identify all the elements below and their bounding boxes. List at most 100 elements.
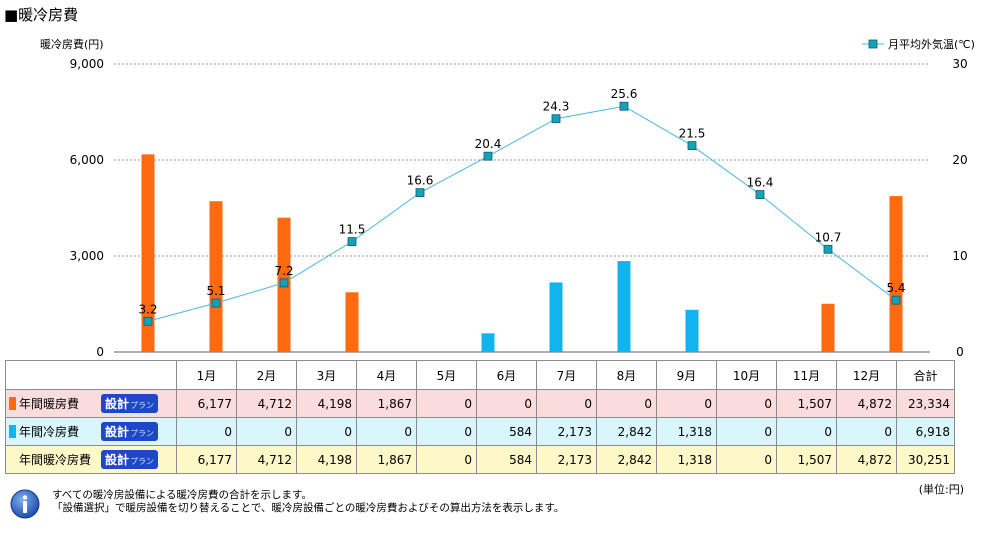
temperature-label: 10.7 xyxy=(815,230,842,244)
y-tick-label: 6,000 xyxy=(70,153,104,167)
page-title: ■暖冷房費 xyxy=(4,6,79,24)
temperature-label: 16.6 xyxy=(407,174,434,188)
table-cell: 0 xyxy=(656,389,717,418)
y-tick-label: 3,000 xyxy=(70,249,104,263)
column-header: 5月 xyxy=(416,360,477,390)
table-cell: 1,867 xyxy=(356,389,417,418)
y2-tick-label: 20 xyxy=(952,153,967,167)
table-cell: 1,318 xyxy=(656,445,717,474)
y2-tick-label: 30 xyxy=(952,57,967,71)
temperature-label: 20.4 xyxy=(475,137,502,151)
temperature-label: 5.1 xyxy=(206,284,225,298)
temperature-point xyxy=(483,151,493,161)
column-header: 8月 xyxy=(596,360,657,390)
table-cell: 0 xyxy=(716,417,777,446)
bar xyxy=(549,282,563,352)
note-line: 「設備選択」で暖房設備を切り替えることで、暖冷房設備ごとの暖冷房費およびその算出… xyxy=(52,502,565,514)
table-cell: 4,198 xyxy=(296,389,357,418)
table-cell: 0 xyxy=(716,445,777,474)
temperature-label: 3.2 xyxy=(138,302,157,316)
row-label-cell: 年間暖房費 設計プラン xyxy=(5,389,177,418)
plan-button[interactable]: 設計プラン xyxy=(101,422,159,441)
bar xyxy=(345,292,359,352)
bar xyxy=(209,201,223,352)
temperature-point xyxy=(551,114,561,124)
chart: 9,000 30 6,000 20 3,000 10 0 0 3.2 5.1 7.2 11.5 16.6… xyxy=(70,57,968,359)
table-cell: 6,177 xyxy=(176,445,237,474)
column-header: 10月 xyxy=(716,360,777,390)
temperature-line xyxy=(147,105,897,322)
row-label: 年間暖房費 xyxy=(19,397,80,411)
temperature-point xyxy=(755,190,765,199)
bar xyxy=(141,154,155,352)
table-cell: 2,842 xyxy=(596,417,657,446)
table-cell: 584 xyxy=(476,445,537,474)
column-header: 11月 xyxy=(776,360,837,390)
plan-button[interactable]: 設計プラン xyxy=(101,394,159,413)
column-header: 4月 xyxy=(356,360,417,390)
table-cell: 4,872 xyxy=(836,445,897,474)
temperature-label: 11.5 xyxy=(339,223,366,237)
table-cell: 4,712 xyxy=(236,445,297,474)
table-cell: 0 xyxy=(356,417,417,446)
table-cell: 4,712 xyxy=(236,389,297,418)
temperature-point xyxy=(823,244,833,254)
notes: すべての暖冷房設備による暖冷房費の合計を示します。 「設備選択」で暖房設備を切り… xyxy=(52,489,564,515)
row-label: 年間暖冷房費 xyxy=(19,453,92,467)
temperature-label: 5.4 xyxy=(886,281,905,295)
table-cell: 2,173 xyxy=(536,417,597,446)
row-label: 年間冷房費 xyxy=(19,425,80,439)
temperature-point xyxy=(687,141,697,151)
y-tick-label: 0 xyxy=(96,345,104,359)
table-cell: 0 xyxy=(596,389,657,418)
table-cell: 1,318 xyxy=(656,417,717,446)
table-cell: 23,334 xyxy=(896,389,955,418)
table-cell: 0 xyxy=(536,389,597,418)
table-cell: 0 xyxy=(296,417,357,446)
y2-tick-label: 0 xyxy=(956,345,964,359)
plan-button[interactable]: 設計プラン xyxy=(101,450,159,469)
temperature-point xyxy=(279,278,289,288)
table-header-row: 1月 2月 3月 4月 5月 6月 7月 8月 9月 10月 11月 12月 合計 xyxy=(5,360,955,390)
table-cell: 0 xyxy=(416,389,477,418)
temperature-label: 25.6 xyxy=(611,87,638,101)
series-swatch xyxy=(9,397,16,410)
table-cell: 0 xyxy=(416,417,477,446)
legend-label: 月平均外気温(℃) xyxy=(888,38,975,51)
bar xyxy=(617,261,631,352)
table-cell: 0 xyxy=(836,417,897,446)
temperature-point xyxy=(891,295,901,305)
table-cell: 584 xyxy=(476,417,537,446)
table-cell: 6,177 xyxy=(176,389,237,418)
note-line: すべての暖冷房設備による暖冷房費の合計を示します。 xyxy=(52,489,312,501)
temperature-label: 16.4 xyxy=(747,176,774,190)
table-cell: 0 xyxy=(236,417,297,446)
column-header: 7月 xyxy=(536,360,597,390)
bar xyxy=(889,196,903,352)
y-tick-label: 9,000 xyxy=(70,57,104,71)
column-header: 3月 xyxy=(296,360,357,390)
series-swatch xyxy=(9,425,16,438)
table-cell: 0 xyxy=(176,417,237,446)
temperature-point xyxy=(619,101,629,111)
y2-tick-label: 10 xyxy=(952,249,967,263)
legend-line-icon xyxy=(862,39,884,49)
legend: 月平均外気温(℃) xyxy=(862,36,975,52)
table-row: 年間暖房費 設計プラン 6,177 4,712 4,198 1,867 0 0 0 0 0 0 1,50… xyxy=(5,389,955,418)
table-cell: 4,198 xyxy=(296,445,357,474)
column-header: 2月 xyxy=(236,360,297,390)
table-cell: 2,842 xyxy=(596,445,657,474)
info-icon xyxy=(10,489,40,519)
table-cell: 0 xyxy=(476,389,537,418)
y-axis-label: 暖冷房費(円) xyxy=(40,38,104,51)
temperature-label: 7.2 xyxy=(274,264,293,278)
column-header: 1月 xyxy=(176,360,237,390)
table-row: 年間冷房費 設計プラン 0 0 0 0 0 584 2,173 2,842 1,318 0 0 0 6,91… xyxy=(5,417,955,446)
table-cell: 1,867 xyxy=(356,445,417,474)
data-table: 1月 2月 3月 4月 5月 6月 7月 8月 9月 10月 11月 12月 合計 年間暖房費 設計プラン… xyxy=(5,360,955,474)
column-header: 合計 xyxy=(896,360,955,390)
table-cell: 6,918 xyxy=(896,417,955,446)
column-header: 12月 xyxy=(836,360,897,390)
row-label-cell: 年間冷房費 設計プラン xyxy=(5,417,177,446)
temperature-point xyxy=(143,316,153,326)
